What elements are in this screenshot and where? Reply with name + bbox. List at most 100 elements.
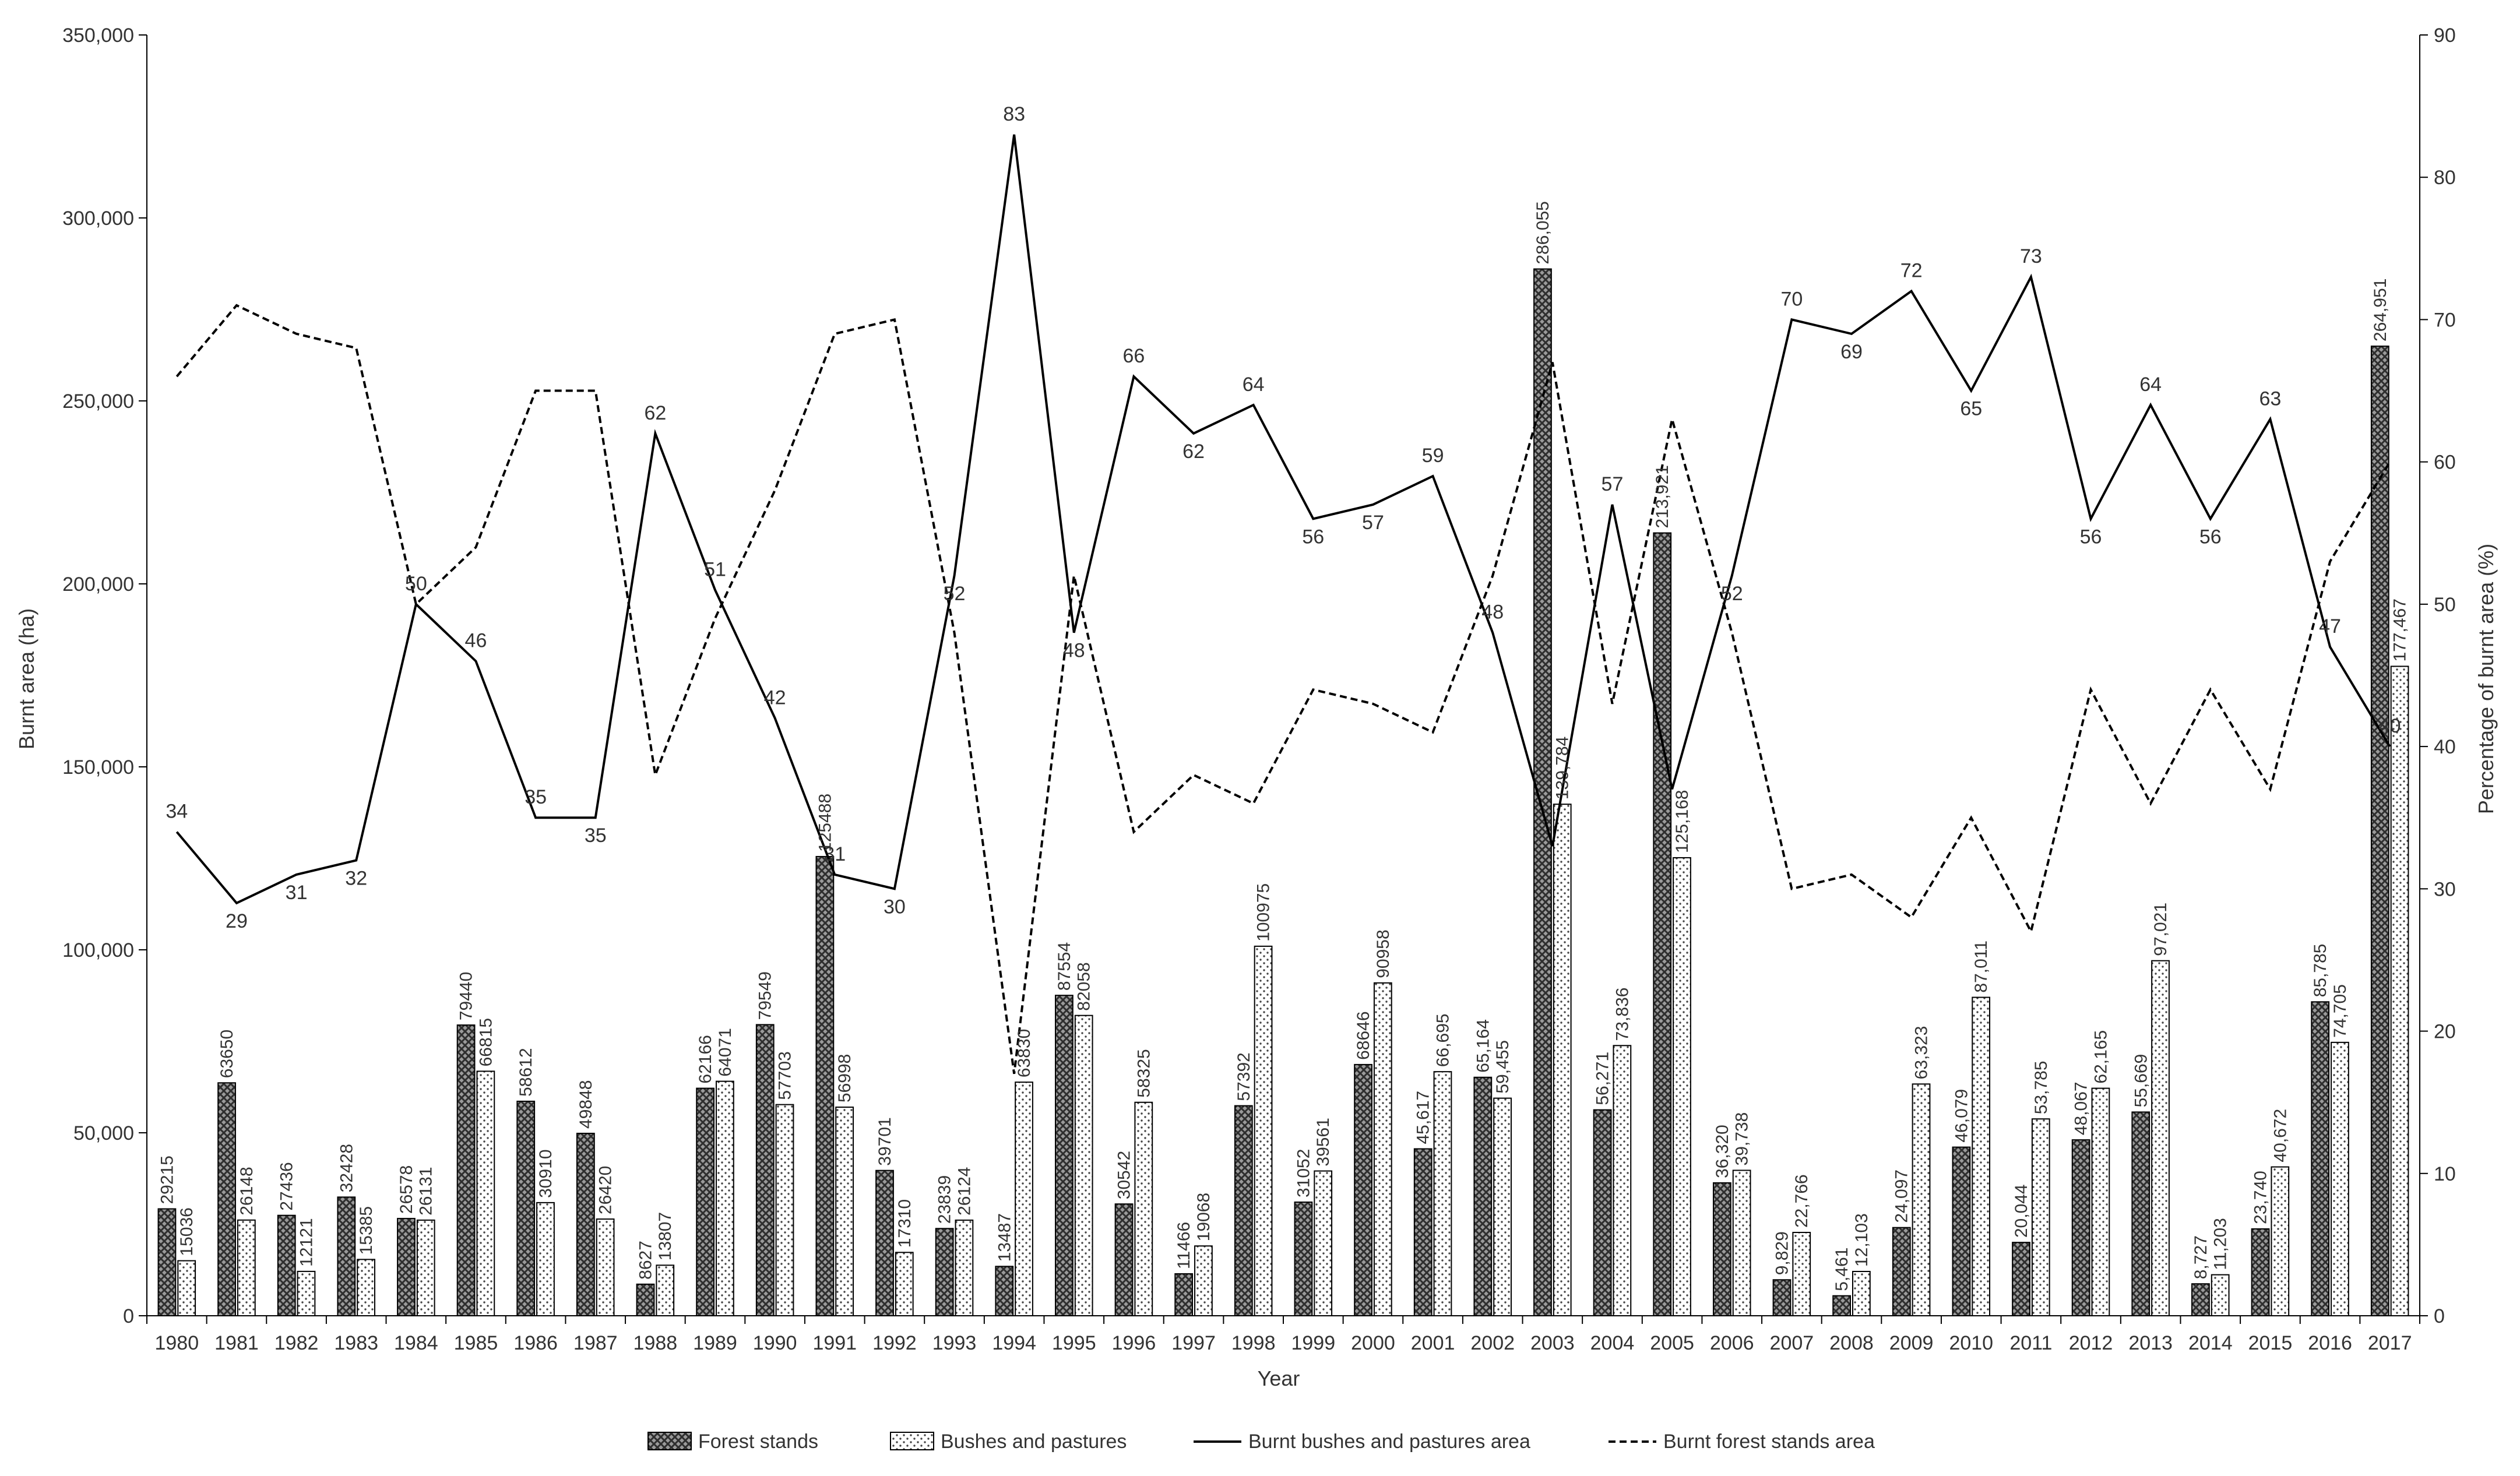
forest-stands-bar-value-label: 8,727 <box>2191 1235 2211 1279</box>
x-tick-label: 1990 <box>753 1332 797 1354</box>
bushes-pastures-bar-value-label: 19068 <box>1194 1193 1213 1241</box>
forest-stands-bar <box>157 1208 177 1316</box>
legend-item-bushes-pastures: Bushes and pastures <box>890 1431 1127 1453</box>
y2-tick-label: 0 <box>2434 1305 2445 1327</box>
forest-stands-bar-value-label: 45,617 <box>1414 1091 1433 1144</box>
x-tick-label: 2013 <box>2128 1332 2173 1354</box>
percentage-label: 64 <box>1243 374 1265 396</box>
bushes-pastures-bar-value-label: 73,836 <box>1613 988 1632 1041</box>
percentage-label: 73 <box>2020 245 2042 267</box>
bushes-pastures-bar <box>716 1080 734 1317</box>
percentage-label: 65 <box>1960 398 1982 420</box>
y-tick-label: 350,000 <box>62 24 134 47</box>
bushes-pastures-bar <box>1433 1071 1452 1316</box>
percentage-label: 31 <box>823 843 846 865</box>
forest-stands-bar <box>1234 1105 1253 1316</box>
x-tick-label: 1991 <box>812 1332 857 1354</box>
labels-layer: 29215 63650 27436 32428 26578 79440 58612 49848… <box>157 103 2409 1291</box>
percentage-label: 56 <box>1302 526 1324 548</box>
bushes-pastures-bar <box>1254 945 1273 1316</box>
burnt-forest-stands-line <box>175 304 2391 1075</box>
percentage-label: 46 <box>465 630 487 652</box>
x-tick-label: 1994 <box>992 1332 1036 1354</box>
percentage-label: 52 <box>944 583 966 605</box>
bushes-pastures-bar-value-label: 125,168 <box>1673 790 1692 853</box>
x-tick-label: 1986 <box>513 1332 558 1354</box>
percentage-label: 70 <box>1780 288 1803 310</box>
x-tick-label: 1985 <box>454 1332 498 1354</box>
bushes-pastures-bar-value-label: 30910 <box>536 1149 555 1197</box>
bushes-pastures-bar <box>2390 665 2409 1316</box>
y2-tick-label: 60 <box>2434 452 2456 474</box>
y-axis-title: Burnt area (ha) <box>15 608 38 749</box>
x-tick-label: 2005 <box>1650 1332 1694 1354</box>
axes: 0 50,000 100,000 150,000 200,000 250,000 300,0… <box>62 24 2456 1354</box>
forest-stands-bar <box>1832 1295 1851 1316</box>
forest-stands-bar-value-label: 49848 <box>576 1080 596 1129</box>
legend-item-forest-stands: Forest stands <box>647 1431 818 1453</box>
percentage-label: 48 <box>1063 640 1085 662</box>
y2-tick-label: 70 <box>2434 309 2456 331</box>
percentage-label: 69 <box>1840 341 1863 363</box>
percentage-label: 42 <box>764 686 786 709</box>
forest-stands-bar <box>2251 1228 2270 1317</box>
percentage-label: 30 <box>884 896 906 918</box>
percentage-label: 56 <box>2199 526 2222 548</box>
y-tick-label: 100,000 <box>62 939 134 961</box>
bushes-pastures-bar-value-label: 59,455 <box>1493 1040 1512 1094</box>
percentage-label: 40 <box>2379 715 2401 737</box>
percentage-label: 35 <box>585 825 607 847</box>
forest-stands-bar <box>1114 1203 1134 1317</box>
y2-tick-label: 20 <box>2434 1021 2456 1043</box>
bushes-pastures-bar <box>775 1104 794 1316</box>
percentage-label: 47 <box>2319 615 2341 637</box>
bushes-pastures-bar-value-label: 63,323 <box>1912 1026 1931 1080</box>
bushes-pastures-bar <box>416 1219 435 1316</box>
bushes-pastures-bar-value-label: 64071 <box>716 1028 735 1076</box>
forest-stands-bar <box>2311 1001 2330 1316</box>
x-tick-label: 1987 <box>573 1332 618 1354</box>
y2-tick-label: 50 <box>2434 594 2456 616</box>
forest-stands-bar-value-label: 46,079 <box>1952 1089 1971 1143</box>
bushes-pastures-bar-value-label: 139,784 <box>1553 737 1572 799</box>
forest-stands-bar <box>1772 1279 1792 1317</box>
y-tick-label: 300,000 <box>62 207 134 230</box>
bushes-pastures-bar <box>357 1259 375 1316</box>
bushes-pastures-bar <box>2031 1118 2050 1317</box>
forest-stands-bar-value-label: 65,164 <box>1473 1019 1493 1073</box>
bushes-pastures-bar <box>1373 982 1392 1317</box>
percentage-label: 57 <box>1362 512 1384 534</box>
x-axis-title: Year <box>1258 1366 1300 1390</box>
forest-stands-bar <box>1593 1109 1612 1317</box>
forest-stands-bar <box>2191 1283 2210 1316</box>
percentage-label: 50 <box>405 573 427 595</box>
bushes-pastures-bar <box>1134 1101 1153 1316</box>
bushes-pastures-bar <box>536 1202 555 1317</box>
legend-label-burnt-forest-line: Burnt forest stands area <box>1663 1431 1875 1453</box>
x-tick-label: 2010 <box>1949 1332 1993 1354</box>
bushes-pastures-bar-value-label: 56998 <box>835 1054 854 1102</box>
bushes-pastures-bar <box>2331 1041 2349 1316</box>
bushes-pastures-bar-value-label: 90958 <box>1374 929 1393 978</box>
bushes-pastures-bar <box>835 1107 854 1317</box>
bushes-pastures-bar-value-label: 26131 <box>417 1167 436 1215</box>
bushes-pastures-bar <box>177 1260 196 1317</box>
bushes-pastures-bar <box>1553 804 1572 1316</box>
forest-stands-bar-value-label: 36,320 <box>1713 1125 1732 1178</box>
x-tick-label: 2014 <box>2188 1332 2233 1354</box>
forest-stands-bar <box>755 1024 775 1316</box>
bushes-pastures-bar-value-label: 74,705 <box>2331 984 2350 1038</box>
forest-stands-bar <box>2071 1139 2090 1317</box>
x-tick-label: 1980 <box>154 1332 199 1354</box>
legend-label-burnt-bushes-line: Burnt bushes and pastures area <box>1248 1431 1530 1453</box>
bushes-pastures-bar-value-label: 97,021 <box>2151 903 2170 956</box>
forest-stands-bar <box>277 1214 296 1316</box>
x-tick-label: 2012 <box>2069 1332 2113 1354</box>
y2-tick-label: 30 <box>2434 878 2456 900</box>
forest-stands-bar-value-label: 11466 <box>1174 1222 1194 1269</box>
bushes-pastures-bar <box>1732 1169 1751 1316</box>
legend-swatch-bushes-pastures <box>890 1432 934 1450</box>
forest-stands-bar-value-label: 125488 <box>815 794 835 852</box>
bushes-pastures-bar <box>1194 1245 1213 1316</box>
